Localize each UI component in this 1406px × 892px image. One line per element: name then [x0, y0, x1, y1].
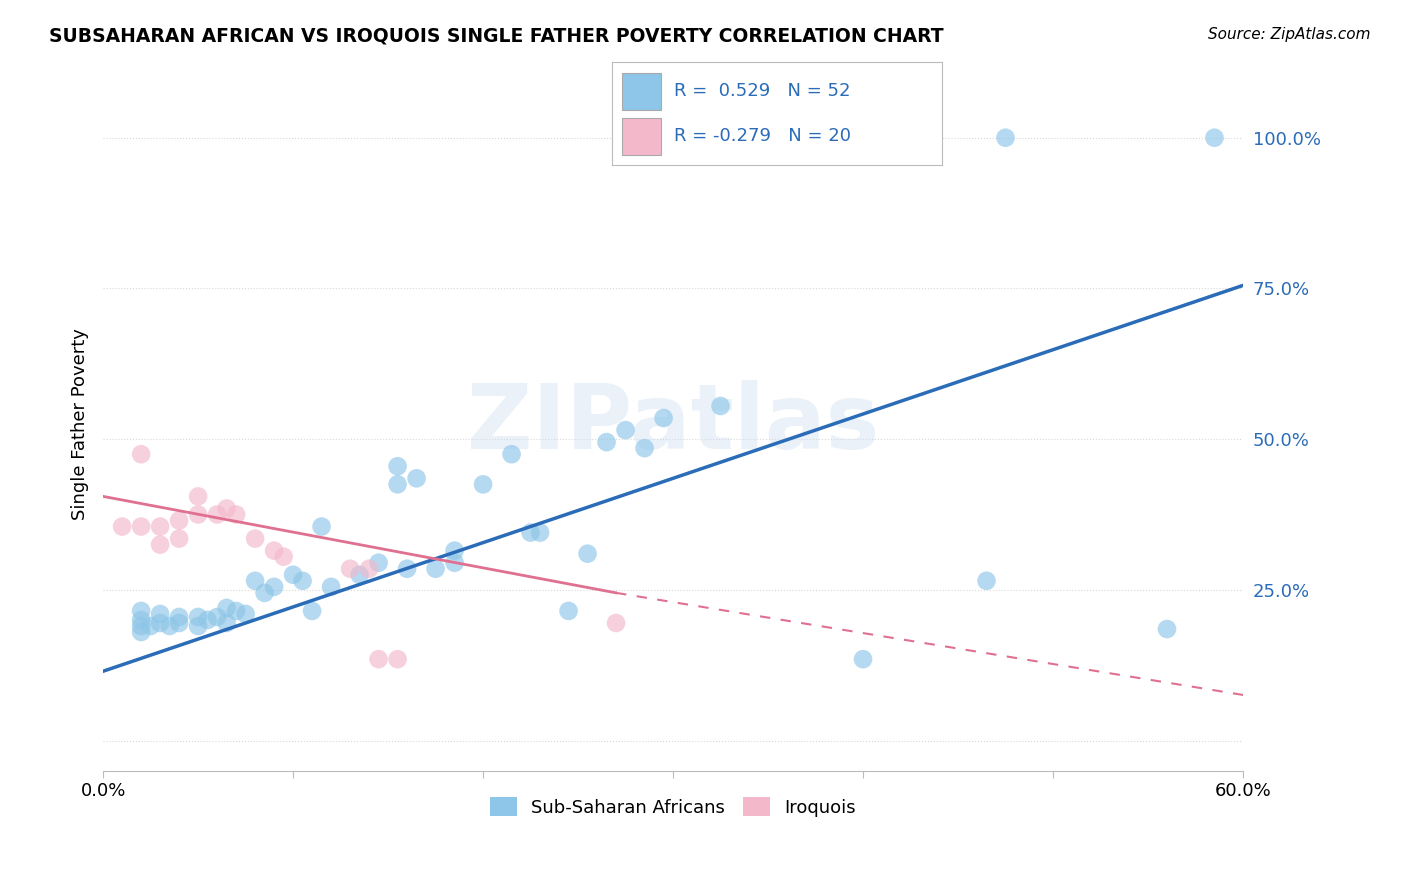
Point — [253, 586, 276, 600]
Point — [425, 562, 447, 576]
Text: Source: ZipAtlas.com: Source: ZipAtlas.com — [1208, 27, 1371, 42]
Point — [994, 130, 1017, 145]
Point — [187, 610, 209, 624]
Point — [215, 615, 238, 630]
FancyBboxPatch shape — [621, 118, 661, 155]
Text: R =  0.529   N = 52: R = 0.529 N = 52 — [675, 82, 851, 100]
Point — [225, 508, 247, 522]
Point — [387, 459, 409, 474]
Point — [149, 615, 172, 630]
Point — [273, 549, 295, 564]
Point — [557, 604, 579, 618]
Point — [129, 613, 152, 627]
Point — [205, 508, 228, 522]
Point — [215, 601, 238, 615]
Point — [852, 652, 875, 666]
Point — [396, 562, 419, 576]
Point — [129, 519, 152, 533]
Point — [167, 532, 190, 546]
Point — [215, 501, 238, 516]
Point — [187, 490, 209, 504]
Legend: Sub-Saharan Africans, Iroquois: Sub-Saharan Africans, Iroquois — [482, 790, 863, 824]
Point — [159, 619, 181, 633]
Point — [766, 130, 789, 145]
Point — [243, 532, 266, 546]
Point — [633, 441, 655, 455]
Point — [472, 477, 495, 491]
Text: ZIPatlas: ZIPatlas — [467, 380, 879, 468]
Point — [595, 435, 617, 450]
FancyBboxPatch shape — [621, 73, 661, 110]
Point — [129, 447, 152, 461]
Point — [519, 525, 541, 540]
Point — [367, 652, 389, 666]
Point — [187, 508, 209, 522]
Point — [129, 625, 152, 640]
Point — [311, 519, 333, 533]
Point — [205, 610, 228, 624]
Point — [111, 519, 134, 533]
Point — [167, 514, 190, 528]
Point — [281, 567, 304, 582]
Point — [149, 607, 172, 621]
Text: SUBSAHARAN AFRICAN VS IROQUOIS SINGLE FATHER POVERTY CORRELATION CHART: SUBSAHARAN AFRICAN VS IROQUOIS SINGLE FA… — [49, 27, 943, 45]
Point — [1204, 130, 1226, 145]
Point — [129, 604, 152, 618]
Point — [367, 556, 389, 570]
Point — [167, 615, 190, 630]
Point — [129, 619, 152, 633]
Point — [149, 519, 172, 533]
Point — [139, 619, 162, 633]
Point — [301, 604, 323, 618]
Y-axis label: Single Father Poverty: Single Father Poverty — [72, 328, 89, 520]
Point — [167, 610, 190, 624]
Point — [709, 399, 731, 413]
Point — [197, 613, 219, 627]
Point — [605, 615, 627, 630]
Text: R = -0.279   N = 20: R = -0.279 N = 20 — [675, 128, 852, 145]
Point — [291, 574, 314, 588]
Point — [529, 525, 551, 540]
Point — [349, 567, 371, 582]
Point — [443, 556, 465, 570]
Point — [576, 547, 599, 561]
Point — [263, 543, 285, 558]
Point — [263, 580, 285, 594]
Point — [225, 604, 247, 618]
Point — [235, 607, 257, 621]
Point — [1156, 622, 1178, 636]
Point — [319, 580, 342, 594]
Point — [149, 538, 172, 552]
Point — [614, 423, 637, 437]
Point — [387, 477, 409, 491]
Point — [339, 562, 361, 576]
Point — [976, 574, 998, 588]
Point — [187, 619, 209, 633]
Point — [243, 574, 266, 588]
Point — [359, 562, 381, 576]
Point — [405, 471, 427, 485]
Point — [501, 447, 523, 461]
Point — [387, 652, 409, 666]
Point — [652, 411, 675, 425]
Point — [443, 543, 465, 558]
